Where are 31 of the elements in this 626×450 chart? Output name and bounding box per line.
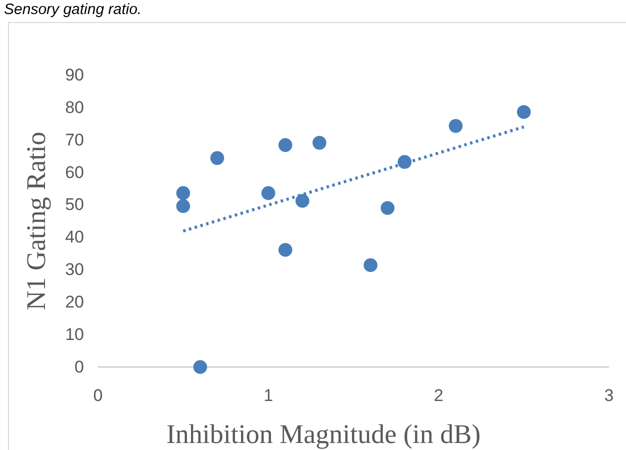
point [278, 242, 292, 257]
y-axis-title: N1 Gating Ratio [21, 132, 51, 310]
x-tick-label: 2 [434, 386, 444, 406]
point [193, 360, 208, 374]
y-tick-label: 0 [74, 357, 84, 376]
y-tick-label: 60 [65, 162, 84, 182]
y-tick-label: 80 [65, 98, 84, 117]
point [295, 194, 310, 208]
y-tick-label: 40 [65, 228, 84, 247]
y-tick-label: 30 [65, 260, 84, 280]
y-tick-label: 90 [65, 65, 84, 84]
point [398, 155, 412, 169]
point [278, 138, 292, 152]
x-tick-label: 3 [604, 386, 614, 406]
point [210, 151, 224, 165]
y-tick-label: 10 [65, 324, 84, 344]
point [176, 186, 190, 200]
x-tick-label: 1 [264, 386, 274, 406]
x-tick-label: 0 [93, 386, 103, 406]
y-tick-label: 50 [65, 195, 84, 214]
point [364, 258, 378, 272]
point [380, 201, 394, 215]
point [176, 199, 190, 213]
chart-title: Sensory gating ratio. [4, 1, 142, 18]
point [448, 119, 463, 133]
point [516, 105, 531, 119]
x-axis-title: Inhibition Magnitude (in dB) [166, 419, 481, 449]
y-tick-label: 20 [65, 292, 84, 312]
point [312, 136, 326, 150]
y-tick-label: 70 [65, 130, 84, 150]
point [261, 186, 276, 200]
